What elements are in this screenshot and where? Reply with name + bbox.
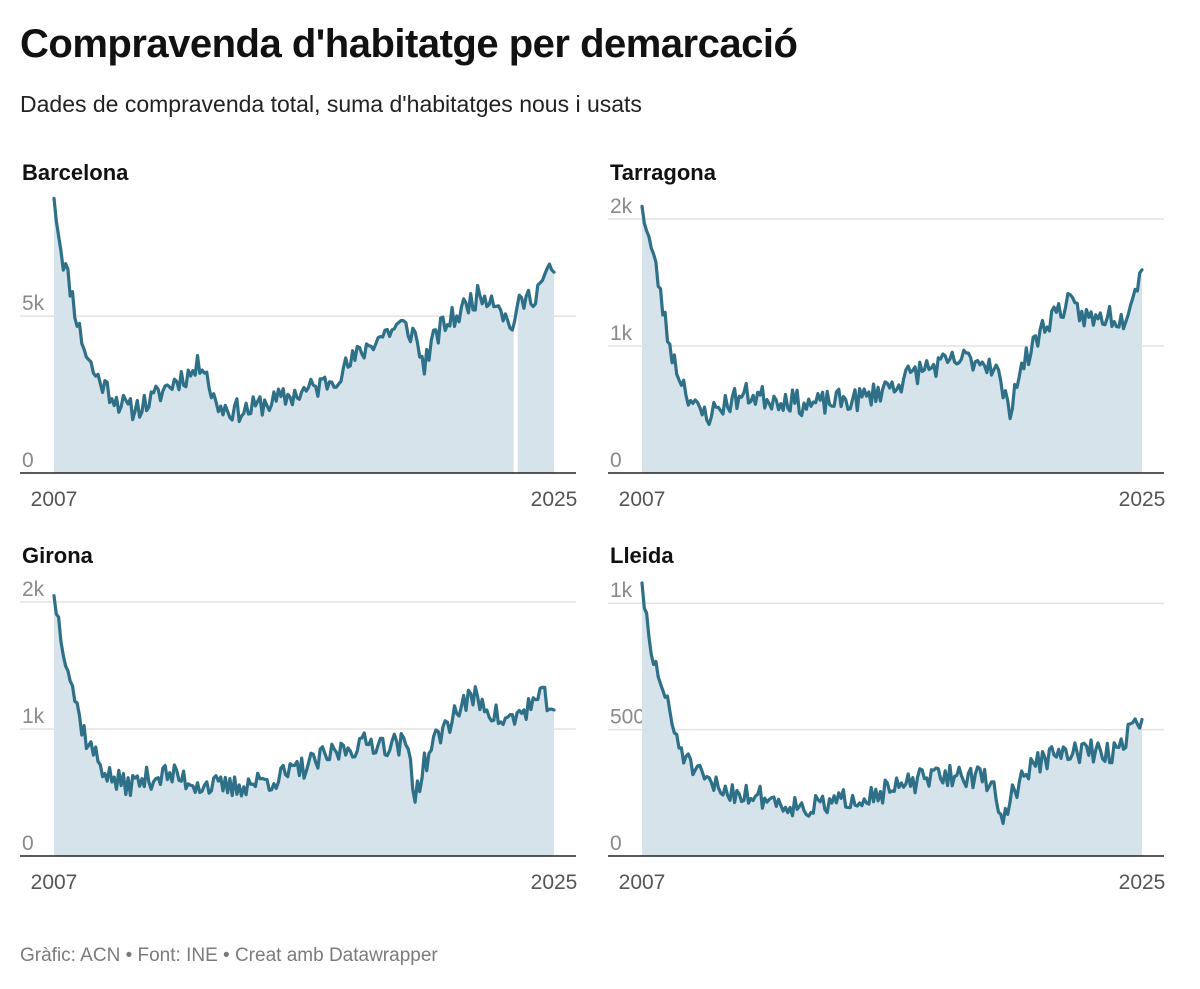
series-area (54, 595, 554, 856)
panel-title: Barcelona (22, 160, 129, 185)
x-tick-label: 2007 (31, 488, 78, 511)
x-tick-label: 2025 (1119, 871, 1166, 894)
data-gap (513, 190, 518, 473)
series-area (54, 198, 554, 473)
series-line (640, 204, 1144, 426)
y-tick-label: 1k (22, 705, 45, 728)
source-credit: Gràfic: ACN • Font: INE • Creat amb Data… (20, 945, 438, 966)
y-tick-label: 500 (610, 706, 645, 729)
chart-barcelona: 0 5k 2007 2025 (20, 190, 578, 511)
y-tick-label: 0 (610, 449, 622, 472)
panel-girona: Girona 0 1k 2k 2007 2025 (20, 543, 600, 903)
chart-subtitle: Dades de compravenda total, suma d'habit… (20, 91, 642, 117)
chart-tarragona: 0 1k 2k 2007 2025 (608, 195, 1166, 511)
x-tick-label: 2025 (531, 488, 578, 511)
panel-title: Lleida (610, 543, 674, 568)
y-tick-label: 2k (610, 195, 633, 218)
x-tick-label: 2007 (31, 871, 78, 894)
series-line (52, 594, 556, 804)
panel-title: Girona (22, 543, 93, 568)
y-tick-label: 0 (22, 832, 34, 855)
y-tick-label: 1k (610, 579, 633, 602)
chart-lleida: 0 500 1k 2007 2025 (608, 579, 1166, 894)
y-tick-label: 1k (610, 322, 633, 345)
series-area (642, 583, 1142, 856)
y-tick-label: 0 (22, 449, 34, 472)
panel-lleida: Lleida 0 500 1k 2007 2025 (608, 543, 1188, 903)
x-tick-label: 2007 (619, 871, 666, 894)
panel-tarragona: Tarragona 0 1k 2k 2007 2025 (608, 160, 1188, 520)
y-tick-label: 2k (22, 578, 45, 601)
chart-title: Compravenda d'habitatge per demarcació (20, 22, 798, 66)
chart-girona: 0 1k 2k 2007 2025 (20, 578, 578, 894)
panel-barcelona: Barcelona 0 5k 2007 2025 (20, 160, 600, 520)
series-line (640, 581, 1144, 826)
series-line (52, 196, 556, 424)
x-tick-label: 2025 (1119, 488, 1166, 511)
y-tick-label: 5k (22, 292, 45, 315)
y-tick-label: 0 (610, 832, 622, 855)
x-tick-label: 2025 (531, 871, 578, 894)
x-tick-label: 2007 (619, 488, 666, 511)
series-area (642, 206, 1142, 474)
panel-title: Tarragona (610, 160, 716, 185)
